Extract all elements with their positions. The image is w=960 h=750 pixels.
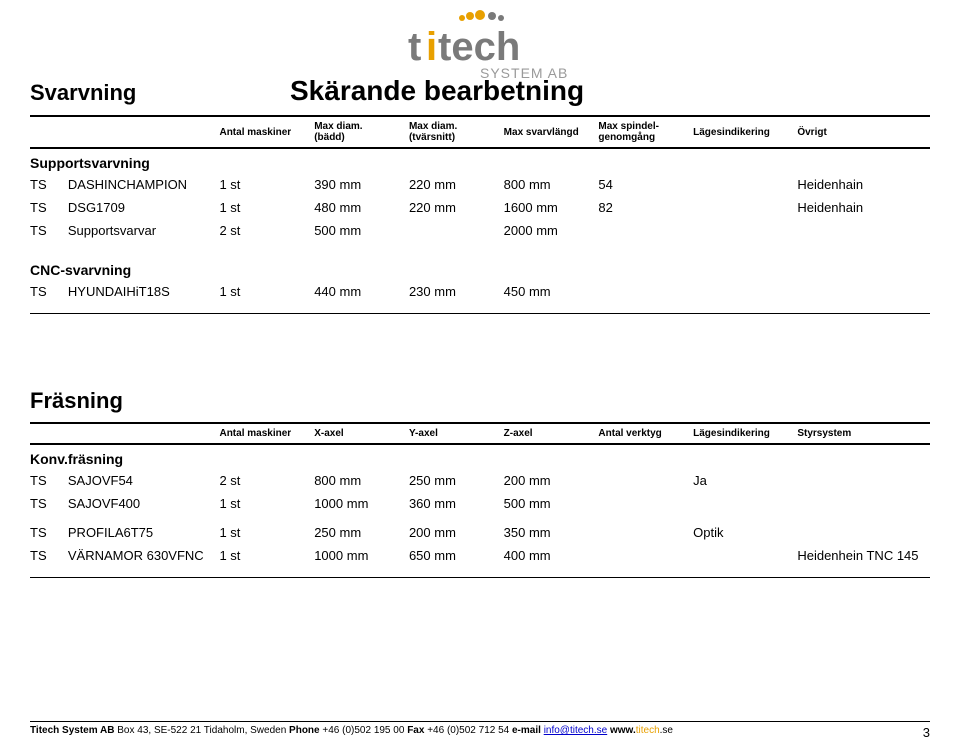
hdr2-verk: Antal verktyg [598, 428, 693, 439]
cell: TS [30, 496, 68, 511]
cell: 2 st [219, 223, 314, 238]
table-row: TSSAJOVF4001 st1000 mm360 mm500 mm [30, 492, 930, 515]
cell: 480 mm [314, 200, 409, 215]
hdr-ovrigt: Övrigt [797, 127, 930, 138]
cell: Ja [693, 473, 797, 488]
cell: 500 mm [314, 223, 409, 238]
cell: 230 mm [409, 284, 504, 299]
hdr-svarvl: Max svarvlängd [504, 127, 599, 138]
footer: Titech System AB Box 43, SE-522 21 Tidah… [30, 721, 930, 740]
cell: 390 mm [314, 177, 409, 192]
cell: 800 mm [504, 177, 599, 192]
cell: PROFILA6T75 [68, 525, 220, 540]
cell: 350 mm [504, 525, 599, 540]
cell: 1600 mm [504, 200, 599, 215]
hdr-lages: Lägesindikering [693, 127, 797, 138]
cell: 2000 mm [504, 223, 599, 238]
svg-text:t: t [408, 25, 421, 69]
cell: HYUNDAIHiT18S [68, 284, 220, 299]
cell: 82 [598, 200, 693, 215]
cell: TS [30, 223, 68, 238]
group-label: CNC-svarvning [30, 262, 930, 278]
footer-text: Titech System AB Box 43, SE-522 21 Tidah… [30, 725, 673, 740]
hdr2-styr: Styrsystem [797, 428, 930, 439]
cell: Heidenhain [797, 177, 930, 192]
cell: 1000 mm [314, 496, 409, 511]
cell: TS [30, 200, 68, 215]
cell: Optik [693, 525, 797, 540]
cell: 1 st [219, 284, 314, 299]
cell: 54 [598, 177, 693, 192]
cell: 200 mm [504, 473, 599, 488]
cell: 500 mm [504, 496, 599, 511]
cell: 250 mm [314, 525, 409, 540]
table-row: TSHYUNDAIHiT18S1 st440 mm230 mm450 mm [30, 280, 930, 303]
cell: Heidenhain [797, 200, 930, 215]
cell: 1 st [219, 177, 314, 192]
cell: 220 mm [409, 177, 504, 192]
table-row: TSSupportsvarvar2 st500 mm 2000 mm [30, 219, 930, 242]
cell: Heidenhein TNC 145 [797, 548, 930, 563]
cell: 1 st [219, 525, 314, 540]
svg-text:i: i [426, 25, 437, 69]
hdr2-antal: Antal maskiner [219, 428, 314, 439]
hdr2-y: Y-axel [409, 428, 504, 439]
hdr2-x: X-axel [314, 428, 409, 439]
table-row: TSSAJOVF542 st800 mm250 mm200 mm Ja [30, 469, 930, 492]
cell: VÄRNAMOR 630VFNC [68, 548, 220, 563]
cell: 250 mm [409, 473, 504, 488]
page-number: 3 [923, 725, 930, 740]
cell: 450 mm [504, 284, 599, 299]
cell: 2 st [219, 473, 314, 488]
svarvning-title: Svarvning [30, 80, 230, 106]
hdr-spindel: Max spindel-genomgång [598, 121, 693, 143]
svarvning-header: Antal maskiner Max diam.(bädd) Max diam.… [30, 115, 930, 149]
cell: TS [30, 177, 68, 192]
table-row: TSDASHINCHAMPION1 st390 mm220 mm800 mm54… [30, 173, 930, 196]
cell: TS [30, 525, 68, 540]
cell: TS [30, 548, 68, 563]
cell: 1 st [219, 200, 314, 215]
hdr-badd: Max diam.(bädd) [314, 121, 409, 143]
cell: TS [30, 284, 68, 299]
group-label: Supportsvarvning [30, 155, 930, 171]
svg-text:tech: tech [438, 25, 520, 69]
cell: 400 mm [504, 548, 599, 563]
hdr-tvar: Max diam.(tvärsnitt) [409, 121, 504, 143]
cell: Supportsvarvar [68, 223, 220, 238]
cell: 1 st [219, 548, 314, 563]
cell: DSG1709 [68, 200, 220, 215]
hdr2-lages: Lägesindikering [693, 428, 797, 439]
hdr-antal: Antal maskiner [219, 127, 314, 138]
cell: 200 mm [409, 525, 504, 540]
cell: 1 st [219, 496, 314, 511]
cell: 650 mm [409, 548, 504, 563]
cell: 440 mm [314, 284, 409, 299]
cell: 360 mm [409, 496, 504, 511]
hdr2-z: Z-axel [504, 428, 599, 439]
cell: SAJOVF54 [68, 473, 220, 488]
main-title: Skärande bearbetning [290, 75, 584, 107]
table-row: TSPROFILA6T751 st250 mm200 mm350 mm Optik [30, 521, 930, 544]
frasning-header: Antal maskiner X-axel Y-axel Z-axel Anta… [30, 422, 930, 445]
cell: TS [30, 473, 68, 488]
group-label: Konv.fräsning [30, 451, 930, 467]
frasning-title: Fräsning [30, 388, 930, 414]
table-row: TSDSG17091 st480 mm220 mm1600 mm82 Heiden… [30, 196, 930, 219]
table-row: TSVÄRNAMOR 630VFNC1 st1000 mm650 mm400 m… [30, 544, 930, 567]
cell: 1000 mm [314, 548, 409, 563]
cell: 800 mm [314, 473, 409, 488]
cell: DASHINCHAMPION [68, 177, 220, 192]
cell: 220 mm [409, 200, 504, 215]
cell: SAJOVF400 [68, 496, 220, 511]
